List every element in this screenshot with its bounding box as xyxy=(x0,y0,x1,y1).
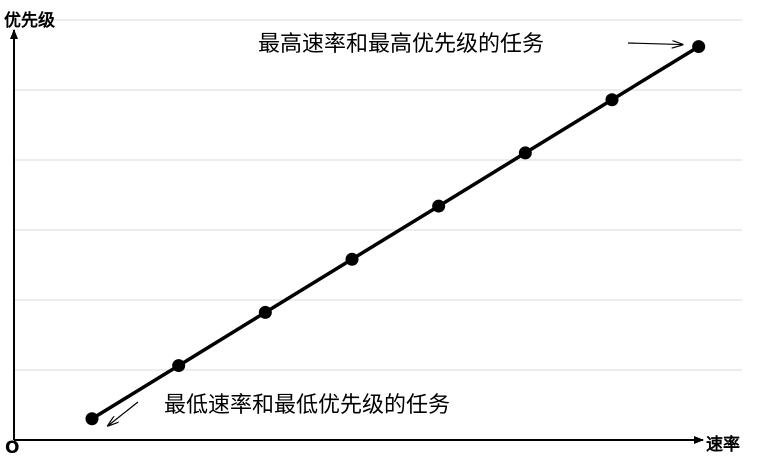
annotation-label: 最低速率和最低优先级的任务 xyxy=(164,393,450,418)
data-point xyxy=(345,252,359,266)
annotation-arrow xyxy=(108,401,139,426)
y-axis-title: 优先级 xyxy=(4,10,55,31)
annotation-arrow xyxy=(627,43,683,45)
data-point xyxy=(172,359,186,373)
data-point xyxy=(85,412,99,426)
grid-lines xyxy=(14,19,742,371)
data-point xyxy=(432,199,446,213)
origin-label: O xyxy=(5,438,19,458)
data-point xyxy=(518,146,532,160)
annotation-layer: 最低速率和最低优先级的任务 最高速率和最高优先级的任务 xyxy=(108,32,683,426)
annotation-label: 最高速率和最高优先级的任务 xyxy=(258,32,544,57)
data-point xyxy=(258,305,272,319)
data-point xyxy=(692,40,706,54)
series-layer xyxy=(85,40,706,426)
series-line xyxy=(90,44,701,421)
x-axis-title: 速率 xyxy=(706,434,740,455)
data-point xyxy=(605,93,619,107)
